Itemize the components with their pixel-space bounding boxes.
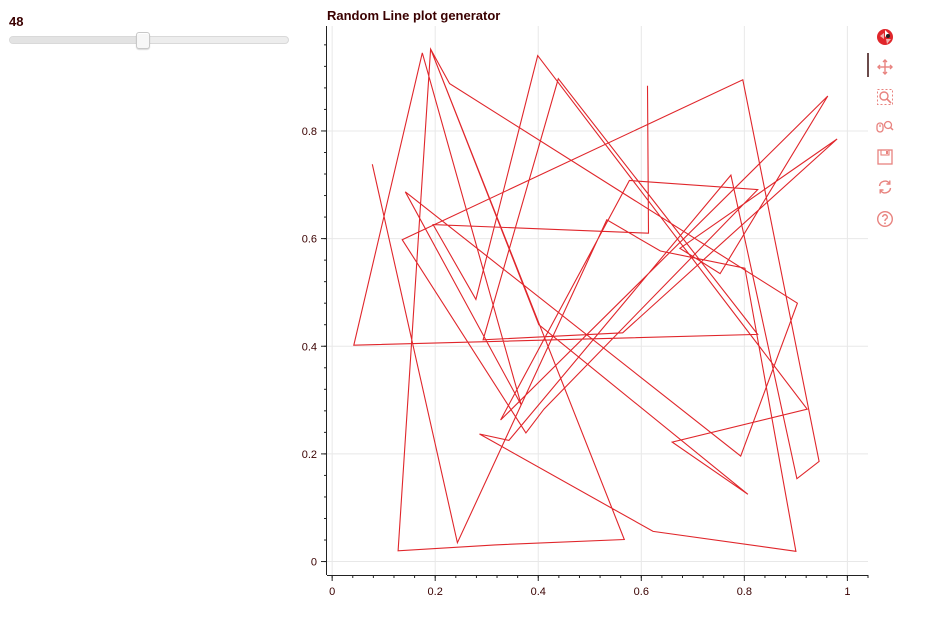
- x-tick-label: 1: [844, 586, 850, 598]
- y-tick-label: 0.8: [302, 126, 317, 138]
- save-icon: [877, 149, 893, 165]
- slider-control: 48: [9, 14, 289, 49]
- wheel-zoom-icon: [876, 120, 894, 133]
- chart-toolbar: [867, 24, 904, 244]
- box-zoom-icon: [877, 89, 893, 105]
- active-tool-indicator: [867, 53, 869, 77]
- pan-icon: [877, 59, 893, 75]
- save-tool[interactable]: [874, 146, 896, 168]
- x-tick-label: 0.4: [531, 586, 546, 598]
- bokeh-logo-icon[interactable]: [874, 26, 896, 48]
- slider-handle[interactable]: [136, 32, 151, 49]
- reset-tool[interactable]: [874, 176, 896, 198]
- x-tick-label: 0: [329, 586, 335, 598]
- y-tick-label: 0.2: [302, 449, 317, 461]
- y-tick-label: 0.4: [302, 341, 317, 353]
- series-line: [353, 47, 838, 552]
- chart-axes: 0 0.2 0.4 0.6 0.8 1 0 0.2 0.4 0.6 0.8: [302, 26, 869, 598]
- x-tick-label: 0.6: [634, 586, 649, 598]
- y-tick-label: 0: [311, 557, 317, 569]
- box-zoom-tool[interactable]: [874, 86, 896, 108]
- help-icon: [876, 210, 894, 228]
- y-tick-label: 0.6: [302, 234, 317, 246]
- slider-fill: [10, 37, 144, 43]
- plot-area[interactable]: [353, 47, 838, 552]
- chart-grid: [327, 26, 868, 575]
- pan-tool[interactable]: [867, 53, 896, 78]
- wheel-zoom-tool[interactable]: [874, 116, 896, 138]
- x-tick-label: 0.8: [737, 586, 752, 598]
- chart-title: Random Line plot generator: [327, 8, 500, 23]
- x-tick-label: 0.2: [428, 586, 443, 598]
- line-chart: Random Line plot generator 0 0.2 0.4 0.6 0.8…: [302, 8, 869, 598]
- reset-icon: [878, 180, 892, 194]
- help-tool[interactable]: [874, 208, 896, 230]
- slider-value: 48: [9, 14, 24, 29]
- slider-track[interactable]: [9, 32, 289, 49]
